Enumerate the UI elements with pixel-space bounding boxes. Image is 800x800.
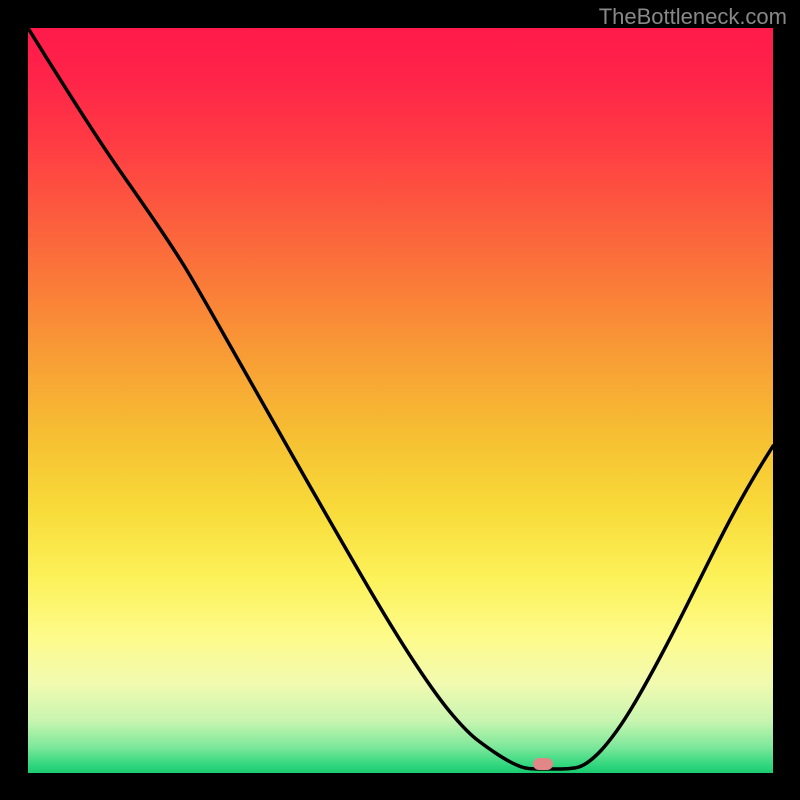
- watermark-text: TheBottleneck.com: [599, 4, 787, 30]
- bottleneck-chart: TheBottleneck.com: [0, 0, 800, 800]
- optimal-marker: [533, 758, 553, 770]
- bottleneck-curve: [28, 28, 773, 773]
- plot-area: [28, 28, 773, 773]
